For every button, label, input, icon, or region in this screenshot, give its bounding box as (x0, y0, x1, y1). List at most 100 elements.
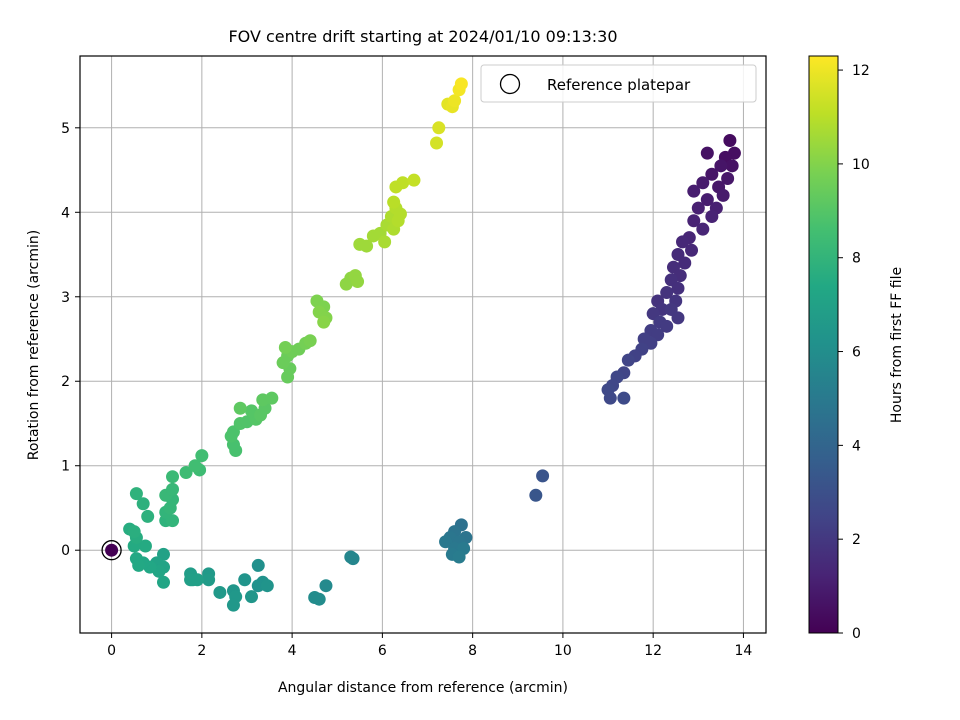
data-point (260, 579, 274, 593)
data-point (105, 543, 119, 557)
y-tick-label: 2 (61, 374, 70, 390)
data-point (136, 497, 150, 511)
data-point (678, 256, 692, 270)
data-point (536, 469, 550, 483)
y-tick-label: 3 (61, 290, 70, 306)
x-tick-label: 12 (644, 643, 662, 659)
data-point (213, 585, 227, 599)
data-point (141, 509, 155, 523)
x-tick-label: 14 (735, 643, 753, 659)
data-point (251, 558, 265, 572)
data-point (621, 353, 635, 367)
data-point (202, 573, 216, 587)
x-tick-label: 2 (197, 643, 206, 659)
colorbar-tick-label: 4 (852, 438, 861, 454)
data-point (671, 311, 685, 325)
data-point (725, 159, 739, 173)
data-point (312, 592, 326, 606)
colorbar (808, 55, 839, 634)
data-point (251, 579, 265, 593)
legend-label: Reference platepar (547, 76, 691, 94)
legend: Reference platepar (480, 64, 757, 103)
data-point (723, 133, 737, 147)
data-point (166, 482, 180, 496)
legend-box (480, 64, 757, 103)
data-point (188, 459, 202, 473)
colorbar-tick-label: 2 (852, 532, 861, 548)
x-axis-label: Angular distance from reference (arcmin) (278, 680, 568, 696)
data-point (432, 121, 446, 135)
data-point (660, 286, 674, 300)
x-tick-label: 6 (378, 643, 387, 659)
data-point (166, 470, 180, 484)
data-point (179, 465, 193, 479)
data-point (351, 275, 365, 289)
data-point (129, 487, 143, 501)
reference-marker (101, 540, 122, 561)
x-axis-ticks: 0 2 4 6 8 10 12 14 (107, 633, 752, 659)
y-tick-label: 4 (61, 205, 70, 221)
data-point (716, 188, 730, 202)
data-point (233, 401, 247, 415)
data-point (454, 77, 468, 91)
data-points (105, 77, 741, 612)
data-point (430, 136, 444, 150)
colorbar-tick-label: 12 (852, 63, 870, 79)
colorbar-tick-label: 8 (852, 251, 861, 267)
data-point (319, 579, 333, 593)
data-point (700, 193, 714, 207)
legend-marker (499, 73, 521, 95)
y-tick-label: 1 (61, 459, 70, 475)
data-point (529, 488, 543, 502)
data-point (317, 315, 331, 329)
data-point (705, 210, 719, 224)
data-point (696, 222, 710, 236)
data-point (705, 167, 719, 181)
data-point (190, 573, 204, 587)
data-point (448, 94, 462, 108)
data-point (691, 201, 705, 215)
colorbar-tick-label: 0 (852, 626, 861, 642)
data-point (671, 281, 685, 295)
data-point (278, 340, 292, 354)
data-point (685, 243, 699, 257)
reference-platepar-marker (101, 540, 122, 561)
data-point (265, 391, 279, 405)
data-point (439, 535, 453, 549)
data-point (303, 334, 317, 348)
data-point (378, 235, 392, 249)
data-point (245, 590, 258, 604)
plot-frame (79, 55, 767, 634)
data-point (393, 207, 407, 221)
data-point (387, 195, 401, 209)
data-point (132, 558, 146, 572)
colorbar-label: Hours from first FF file (889, 267, 905, 423)
data-point (721, 171, 735, 185)
data-point (127, 525, 141, 539)
data-point (226, 598, 240, 612)
data-point (346, 552, 360, 566)
data-point (156, 575, 170, 589)
data-point (407, 173, 421, 187)
colorbar-ticks: 0 2 4 6 8 10 12 (838, 63, 870, 642)
y-axis-label: Rotation from reference (arcmin) (26, 230, 42, 460)
chart-title: FOV centre drift starting at 2024/01/10 … (228, 27, 617, 46)
x-tick-label: 10 (554, 643, 572, 659)
data-point (714, 159, 728, 173)
y-tick-label: 5 (61, 121, 70, 137)
data-point (360, 239, 374, 253)
data-point (396, 176, 410, 190)
data-point (238, 573, 252, 587)
y-tick-label: 0 (61, 543, 70, 559)
data-point (687, 214, 701, 228)
data-point (603, 391, 617, 405)
data-point (195, 449, 209, 463)
data-point (138, 539, 152, 553)
grid-lines (80, 56, 766, 633)
data-point (452, 550, 466, 564)
data-point (696, 176, 710, 190)
colorbar-tick-label: 10 (852, 157, 870, 173)
colorbar-tick-label: 6 (852, 345, 861, 361)
